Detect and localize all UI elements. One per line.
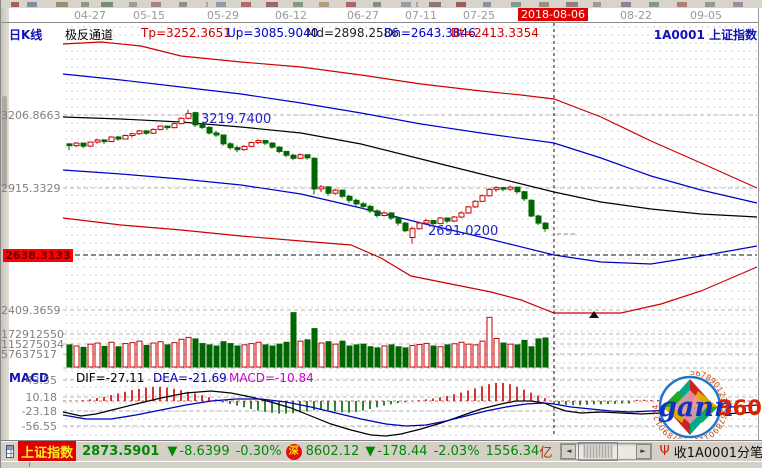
toolbar-icon-fragment[interactable] <box>179 2 187 7</box>
toolbar-icon-fragment[interactable] <box>216 2 226 7</box>
date-tick-label: 08-22 <box>620 9 652 22</box>
toolbar-icon-fragment[interactable] <box>129 2 137 7</box>
down-arrow-icon: ▼ <box>167 444 178 459</box>
toolbar-icon-fragment[interactable] <box>319 2 329 7</box>
data-feed-label: 收1A0001分笔 <box>673 446 762 461</box>
toolbar-icon-fragment[interactable] <box>241 2 251 7</box>
macd-axis-label: -56.55 <box>21 420 57 433</box>
index2-change-pct: -2.03% <box>433 444 480 459</box>
turnover-amount: 1556.34 <box>485 444 540 459</box>
left-scrollbar-thumb[interactable] <box>2 96 7 188</box>
current-date-label: 2018-08-06 <box>518 8 588 21</box>
volume-axis-label: 172912550 <box>1 328 64 341</box>
indicator-param-label: Dn=2643.3846 <box>384 26 476 40</box>
toolbar-icon-fragment[interactable] <box>456 2 466 7</box>
toolbar-icon-fragment[interactable] <box>649 2 659 7</box>
index-name-badge[interactable]: 上证指数 <box>18 441 77 462</box>
toolbar-icon-fragment[interactable] <box>56 2 68 7</box>
logo-gann-text: gann <box>658 392 734 423</box>
toolbar-icon-fragment[interactable] <box>373 2 381 7</box>
toolbar-icon-fragment[interactable] <box>733 2 743 7</box>
bottom-panel-divider <box>29 462 30 467</box>
index-change-pct: -0.30% <box>235 444 282 459</box>
toolbar-icon-fragment[interactable] <box>266 2 278 7</box>
data-feed-antenna-icon: Ψ <box>659 444 670 459</box>
price-annotation: 2691.0200 <box>428 224 499 239</box>
scrollbar-thumb[interactable] <box>578 442 619 461</box>
date-tick-label: 04-27 <box>74 9 106 22</box>
macd-header-label: MACD <box>9 371 49 385</box>
price-axis-label: 2915.3329 <box>1 182 61 195</box>
logo-360-text: 360 <box>718 396 761 420</box>
period-label: 日K线 <box>9 28 43 42</box>
scroll-left-button[interactable]: ◄ <box>561 444 577 459</box>
chart-top-border <box>1 22 759 23</box>
bottom-panel-strip <box>1 461 762 468</box>
macd-axis-label: 43.55 <box>25 374 58 387</box>
status-bar: 上证指数 2873.5901 ▼ -8.6399 -0.30% 深 8602.1… <box>1 440 762 462</box>
index2-value: 8602.12 <box>305 444 360 459</box>
shenzhen-exchange-icon[interactable]: 深 <box>285 443 302 460</box>
toolbar-icon-fragment[interactable] <box>593 2 601 7</box>
toolbar-icon-fragment[interactable] <box>293 2 303 7</box>
price-axis-label: 3206.8663 <box>1 109 61 122</box>
indicator-param-label: Md=2898.2586 <box>306 26 399 40</box>
price-axis-label: 2409.3659 <box>1 304 61 317</box>
toolbar-icon-fragment[interactable] <box>705 2 715 7</box>
toolbar-icon-fragment[interactable] <box>429 2 441 7</box>
macd-header-label: DIF=-27.11 <box>76 371 145 385</box>
toolbar-icon-fragment[interactable] <box>11 2 19 7</box>
date-tick-label: 06-27 <box>347 9 379 22</box>
macd-header-label: MACD=-10.84 <box>229 371 314 385</box>
indicator-param-label: Tp=3252.3651 <box>141 26 231 40</box>
toolbar-icon-fragment[interactable] <box>206 2 208 7</box>
scroll-right-button[interactable]: ► <box>635 444 651 459</box>
toolbar-icon-fragment[interactable] <box>511 2 521 7</box>
date-tick-label: 09-05 <box>690 9 722 22</box>
quote-grid-icon[interactable] <box>6 445 15 458</box>
volume-axis-label: 57637517 <box>1 348 57 361</box>
toolbar-icon-fragment[interactable] <box>151 2 161 7</box>
date-tick-label: 05-29 <box>207 9 239 22</box>
index2-change: -178.44 <box>377 444 428 459</box>
date-tick-label: 07-25 <box>463 9 495 22</box>
chart-right-border <box>758 8 759 440</box>
toolbar-icon-fragment[interactable] <box>81 2 89 7</box>
toolbar-icon-fragment[interactable] <box>416 2 418 7</box>
toolbar-icon-fragment[interactable] <box>566 2 578 7</box>
marked-price-badge: 2638.3133 <box>3 249 73 262</box>
date-tick-label: 07-11 <box>405 9 437 22</box>
down-arrow2-icon: ▼ <box>365 444 376 459</box>
date-tick-label: 05-15 <box>133 9 165 22</box>
index-change: -8.6399 <box>179 444 230 459</box>
indicator-param-label: 极反通道 <box>65 28 114 42</box>
toolbar-icon-fragment[interactable] <box>483 2 491 7</box>
toolbar-icon-fragment[interactable] <box>621 2 631 7</box>
gann360-logo: 567890123456789012345678901234 gann 360 <box>651 371 761 439</box>
index-price: 2873.5901 <box>82 444 160 459</box>
toolbar-icon-fragment[interactable] <box>101 2 113 7</box>
macd-axis-label: 10.18 <box>25 391 58 404</box>
symbol-label: 1A0001 上证指数 <box>653 28 757 42</box>
turnover-unit: 亿 <box>539 446 553 461</box>
toolbar-icon-fragment[interactable] <box>677 2 687 7</box>
price-annotation: 3219.7400 <box>201 112 272 127</box>
date-tick-label: 06-12 <box>275 9 307 22</box>
toolbar-icon-fragment[interactable] <box>27 2 37 7</box>
toolbar-icon-fragment[interactable] <box>401 2 411 7</box>
macd-axis-label: -23.18 <box>21 405 57 418</box>
macd-header-label: DEA=-21.69 <box>153 371 227 385</box>
toolbar-icon-fragment[interactable] <box>346 2 356 7</box>
indicator-param-label: Bt=2413.3354 <box>451 26 539 40</box>
toolbar-icon-fragment[interactable] <box>539 2 549 7</box>
horizontal-scrollbar[interactable]: ◄ ► <box>560 442 652 461</box>
indicator-param-label: Up=3085.9040 <box>227 26 319 40</box>
volume-axis-label: 115275034 <box>1 338 64 351</box>
